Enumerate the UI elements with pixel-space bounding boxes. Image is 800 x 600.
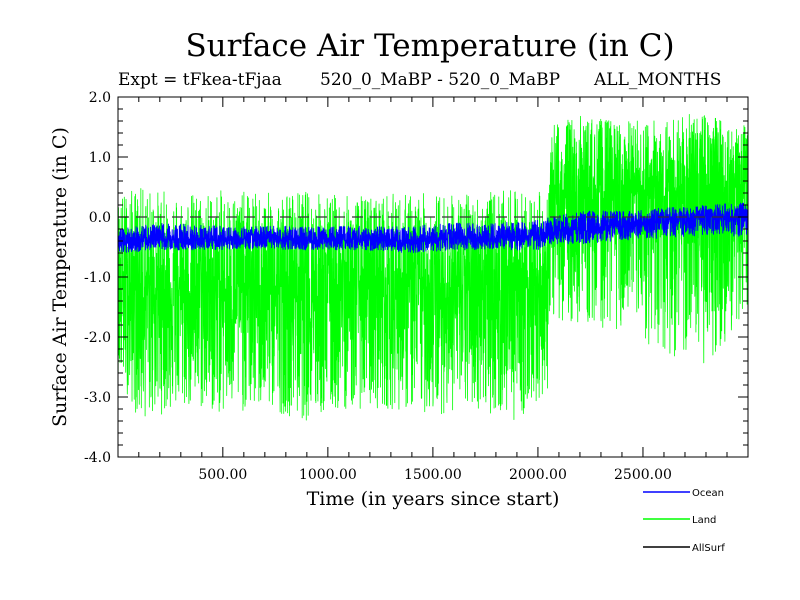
y-tick-label: 2.0 bbox=[89, 90, 111, 106]
y-tick-label: 1.0 bbox=[89, 150, 111, 166]
x-axis-label: Time (in years since start) bbox=[307, 488, 560, 510]
y-tick-label: 0.0 bbox=[89, 210, 111, 226]
y-tick-label: -3.0 bbox=[84, 390, 111, 406]
x-tick-label: 500.00 bbox=[198, 467, 247, 483]
legend-label-ocean: Ocean bbox=[692, 488, 724, 499]
y-tick-label: -4.0 bbox=[84, 450, 111, 466]
x-tick-label: 1000.00 bbox=[299, 467, 357, 483]
series-land-line bbox=[118, 113, 748, 421]
series-ocean-line-group bbox=[118, 202, 748, 254]
series-ocean-line bbox=[118, 202, 748, 254]
x-tick-label: 1500.00 bbox=[404, 467, 462, 483]
x-tick-label: 2000.00 bbox=[509, 467, 567, 483]
comparison-label: 520_0_MaBP - 520_0_MaBP bbox=[320, 70, 561, 90]
y-tick-label: -1.0 bbox=[84, 270, 111, 286]
chart-title: Surface Air Temperature (in C) bbox=[185, 28, 675, 64]
expt-label: Expt = tFkea-tFjaa bbox=[118, 70, 282, 90]
y-tick-label: -2.0 bbox=[84, 330, 111, 346]
legend-label-land: Land bbox=[692, 515, 716, 526]
y-axis-label: Surface Air Temperature (in C) bbox=[49, 127, 71, 427]
months-label: ALL_MONTHS bbox=[594, 70, 722, 90]
x-tick-label: 2500.00 bbox=[614, 467, 672, 483]
legend-label-allsurf: AllSurf bbox=[692, 543, 725, 554]
series-land-line-group bbox=[118, 113, 748, 421]
